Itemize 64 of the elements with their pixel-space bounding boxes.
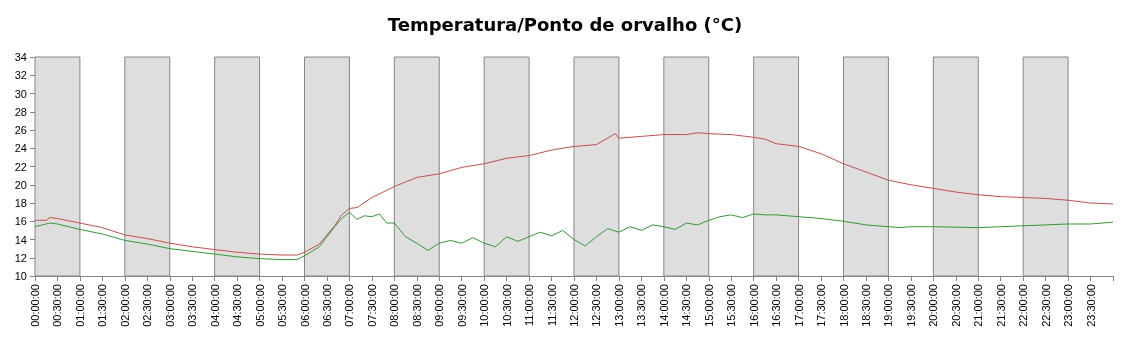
- x-tick-label: 05:30:00: [276, 284, 289, 327]
- x-tick-label: 06:30:00: [320, 284, 333, 327]
- x-tick-label: 07:30:00: [365, 284, 378, 327]
- y-tick-label: 10: [14, 270, 27, 282]
- x-tick-label: 14:00:00: [657, 284, 670, 327]
- x-tick-label: 06:00:00: [298, 284, 311, 327]
- line-series: [34, 211, 1114, 261]
- x-tick-label: 09:30:00: [455, 284, 468, 327]
- x-tick-label: 11:00:00: [523, 284, 536, 327]
- x-tick-label: 16:30:00: [770, 284, 783, 327]
- x-tick-label: 04:30:00: [231, 284, 244, 327]
- x-tick-label: 21:00:00: [972, 284, 985, 327]
- x-tick-label: 15:00:00: [702, 284, 715, 327]
- x-tick-label: 19:30:00: [904, 284, 917, 327]
- y-tick-label: 20: [14, 178, 27, 191]
- x-tick-label: 17:30:00: [815, 284, 828, 327]
- x-tick-label: 02:00:00: [118, 284, 131, 327]
- x-tick-label: 18:30:00: [859, 284, 872, 327]
- x-tick-label: 13:30:00: [635, 284, 648, 327]
- x-tick-label: 23:00:00: [1062, 284, 1075, 327]
- x-tick-label: 22:00:00: [1017, 284, 1030, 327]
- x-tick-label: 13:00:00: [612, 284, 625, 327]
- x-tick-label: 17:00:00: [792, 284, 805, 327]
- x-tick-label: 03:30:00: [186, 284, 199, 327]
- y-tick-label: 12: [14, 251, 27, 264]
- y-tick-label: 16: [14, 215, 27, 228]
- x-tick-label: 04:00:00: [208, 284, 221, 327]
- x-tick-label: 10:00:00: [478, 284, 491, 327]
- x-tick-label: 14:30:00: [680, 284, 693, 327]
- x-tick-label: 08:30:00: [410, 284, 423, 327]
- y-tick-label: 24: [14, 142, 27, 155]
- x-tick-label: 16:00:00: [747, 284, 760, 327]
- x-tick-label: 12:00:00: [568, 284, 580, 327]
- x-tick-label: 20:30:00: [949, 284, 962, 327]
- x-tick-label: 20:00:00: [927, 284, 940, 327]
- y-tick-label: 26: [14, 124, 27, 136]
- y-tick-label: 34: [14, 51, 27, 63]
- x-tick-label: 10:30:00: [500, 284, 513, 327]
- x-tick-label: 15:30:00: [725, 284, 738, 327]
- x-tick-label: 21:30:00: [994, 284, 1007, 327]
- x-tick-label: 01:00:00: [73, 284, 86, 327]
- y-tick-label: 18: [14, 197, 27, 209]
- x-tick-label: 22:30:00: [1039, 284, 1052, 327]
- y-tick-label: 30: [14, 87, 27, 100]
- x-tick-label: 01:30:00: [96, 284, 109, 327]
- x-tick-label: 08:00:00: [388, 284, 401, 327]
- x-tick-label: 09:00:00: [433, 284, 446, 327]
- x-tick-label: 03:00:00: [163, 284, 176, 327]
- y-tick-label: 32: [14, 69, 27, 82]
- x-tick-label: 00:30:00: [51, 284, 64, 327]
- x-tick-label: 07:00:00: [343, 284, 356, 327]
- x-tick-label: 18:00:00: [837, 284, 850, 327]
- x-tick-label: 05:00:00: [253, 284, 266, 327]
- y-tick-label: 14: [14, 233, 27, 246]
- x-tick-label: 12:30:00: [590, 284, 603, 327]
- y-tick-label: 22: [14, 160, 27, 173]
- line-series: [34, 132, 1114, 256]
- x-tick-label: 23:30:00: [1084, 284, 1097, 327]
- x-tick-label: 02:30:00: [141, 284, 154, 327]
- chart-title: Temperatura/Ponto de orvalho (°C): [387, 13, 743, 35]
- x-tick-label: 00:00:00: [29, 284, 41, 327]
- x-tick-label: 19:00:00: [882, 284, 895, 327]
- x-tick-label: 11:30:00: [545, 284, 558, 327]
- y-tick-label: 28: [14, 105, 27, 118]
